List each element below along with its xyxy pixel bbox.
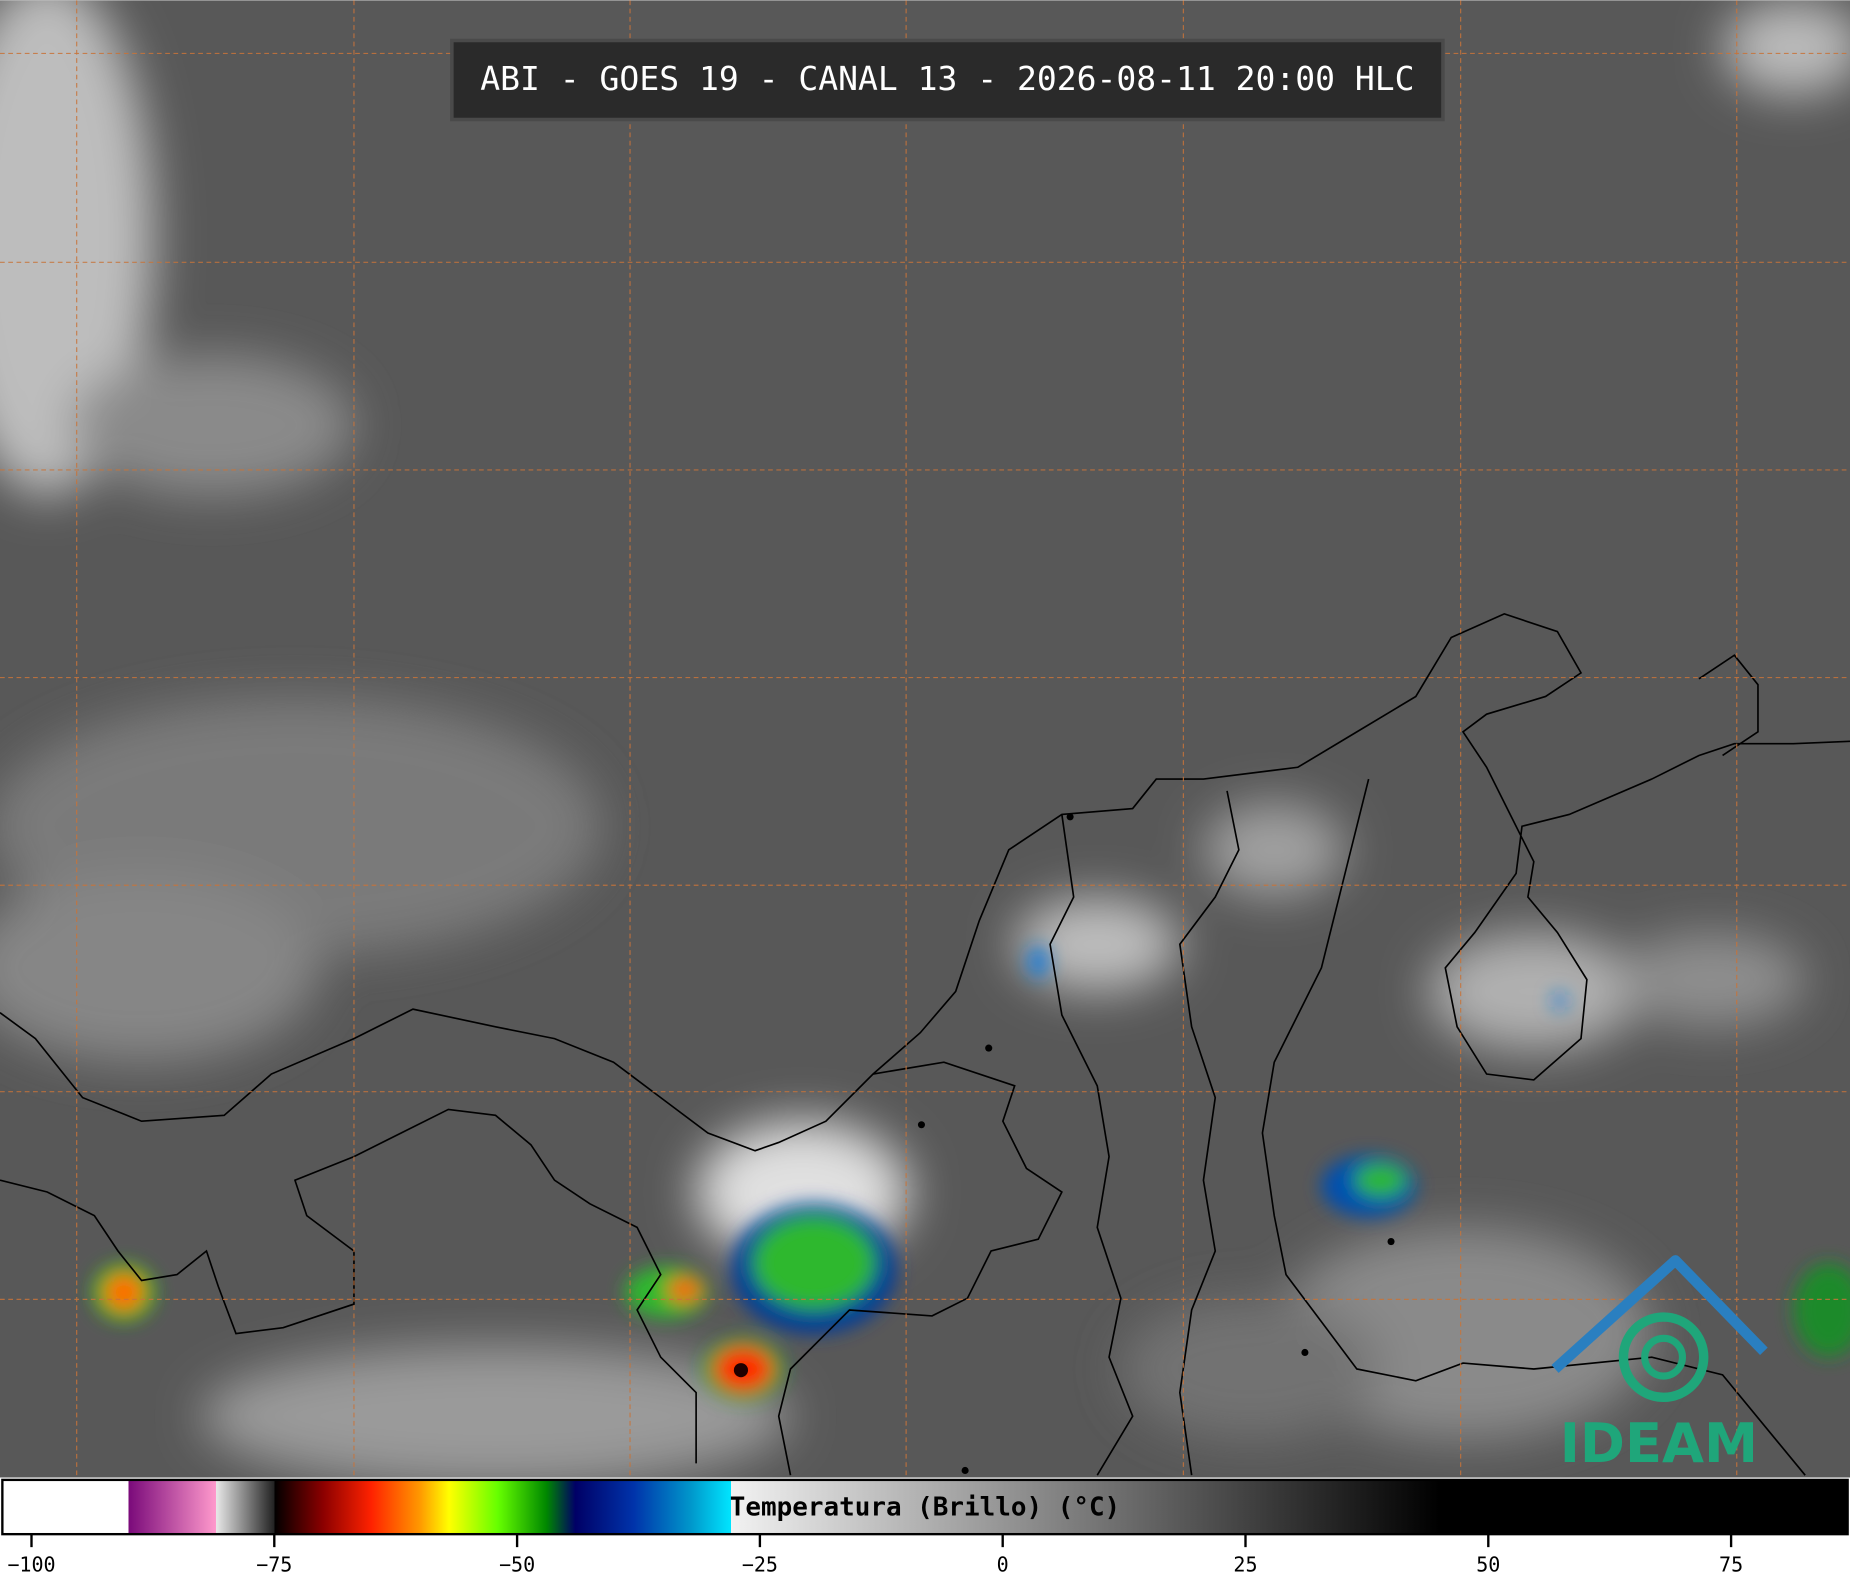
colorbar-tick-label: 50 [1476,1553,1500,1577]
colorbar-tick-label: −100 [7,1553,55,1577]
colorbar-tick-label: −50 [499,1553,535,1577]
cloud-field [0,0,1850,1487]
colorbar-tick-label: 0 [997,1553,1009,1577]
title: ABI - GOES 19 - CANAL 13 - 2026-08-11 20… [480,59,1414,98]
coastlines [0,612,1850,1476]
colorbar-ticks: −100 −75 −50 −25 0 25 50 75 [7,1534,1743,1577]
logo-text: IDEAM [1560,1412,1758,1475]
colorbar [1,1478,1849,1536]
colorbar-tick-label: 75 [1719,1553,1743,1577]
logo: IDEAM [1551,1255,1768,1475]
title-box [450,38,1445,122]
colorbar-tick-label: −25 [742,1553,778,1577]
colorbar-label: Temperatura (Brillo) (°C) [730,1493,1120,1523]
colorbar-tick-label: −75 [256,1553,292,1577]
colorbar-tick-label: 25 [1233,1553,1257,1577]
lat-lon-grid [0,0,1850,1478]
cell-core [733,1363,749,1378]
convective-cells [93,945,1850,1400]
